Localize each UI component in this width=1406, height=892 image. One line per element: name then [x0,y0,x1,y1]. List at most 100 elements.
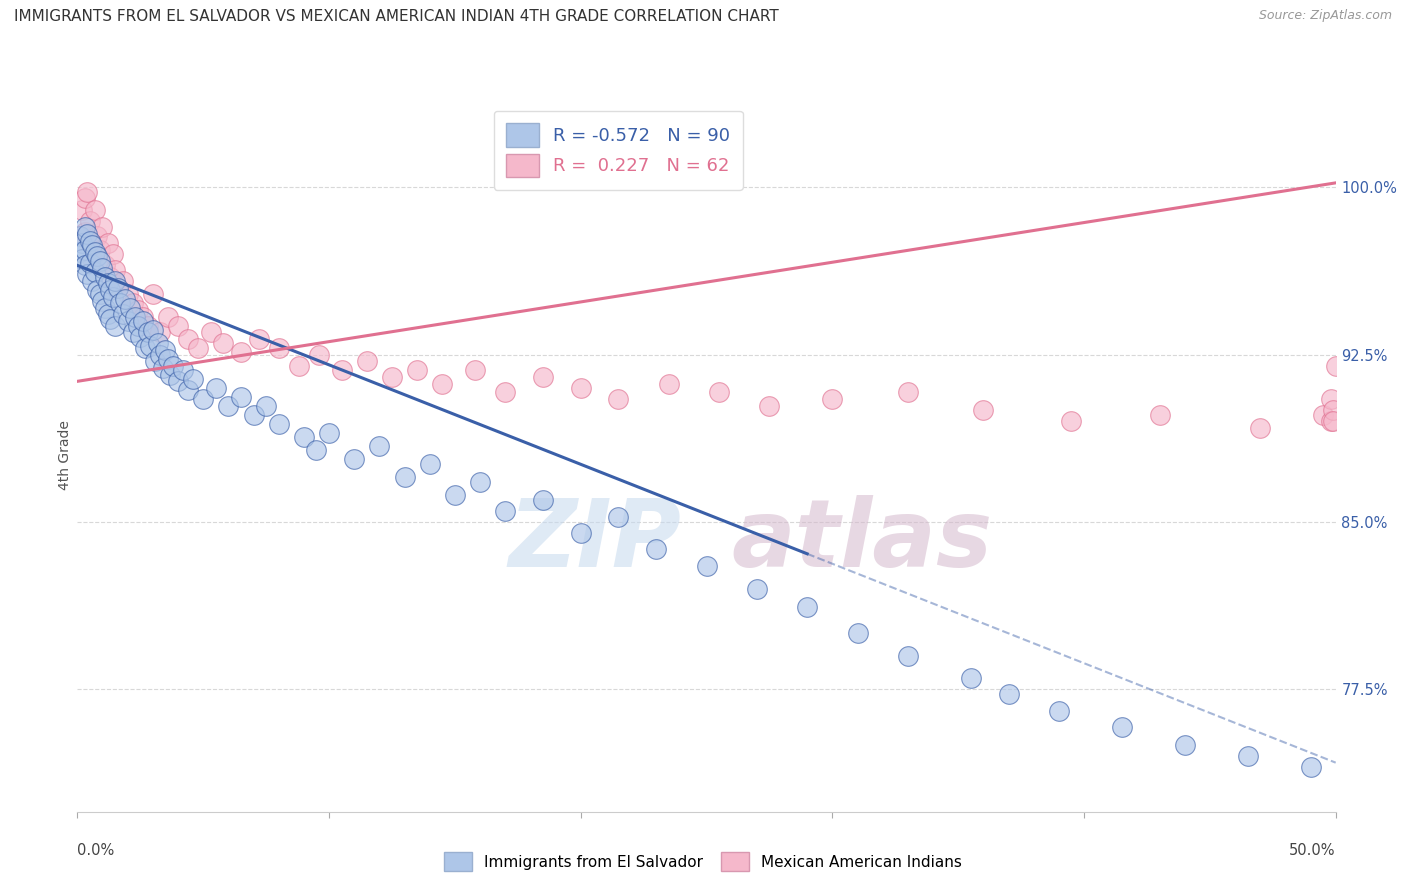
Point [96,308,118,322]
Point [569,526,592,541]
Point [127,318,149,333]
Point [149,325,172,339]
Point [111,274,134,288]
Point [1236,749,1258,764]
Point [129,330,152,344]
Point [897,385,920,400]
Point [72,202,94,217]
Point [191,392,215,407]
Point [94,301,117,315]
Point [117,314,139,328]
Point [86,229,108,244]
Point [200,325,222,339]
Point [292,430,315,444]
Point [72,252,94,266]
Point [267,417,290,431]
Point [1174,738,1197,752]
Point [212,336,235,351]
Point [69,229,91,244]
Point [181,372,204,386]
Point [89,254,111,268]
Point [156,352,179,367]
Point [356,354,378,368]
Point [84,202,107,217]
Point [1322,403,1344,417]
Point [79,213,101,227]
Point [288,359,311,373]
Point [972,403,994,417]
Point [343,452,366,467]
Point [98,312,121,326]
Point [1249,421,1271,435]
Point [1319,392,1341,407]
Point [82,238,104,252]
Point [305,443,328,458]
Point [114,292,136,306]
Point [432,376,454,391]
Point [1312,408,1334,422]
Point [167,375,190,389]
Point [187,341,209,355]
Point [96,277,118,291]
Point [745,582,768,596]
Point [444,488,467,502]
Point [94,269,117,284]
Y-axis label: 4th Grade: 4th Grade [58,420,72,490]
Point [1060,414,1083,429]
Point [658,376,681,391]
Point [136,325,159,339]
Point [149,348,172,362]
Point [159,368,181,382]
Point [101,290,124,304]
Point [104,318,127,333]
Point [107,281,129,295]
Point [406,363,429,377]
Point [821,392,844,407]
Point [468,475,491,489]
Point [79,256,101,270]
Legend: Immigrants from El Salvador, Mexican American Indians: Immigrants from El Salvador, Mexican Ame… [439,847,967,877]
Point [177,332,200,346]
Point [121,296,143,310]
Point [73,220,96,235]
Point [94,259,117,273]
Point [104,274,127,288]
Point [76,227,98,242]
Point [98,283,121,297]
Point [155,343,177,358]
Point [89,287,111,301]
Point [796,599,818,614]
Point [368,439,391,453]
Point [607,510,630,524]
Point [1047,705,1070,719]
Point [318,425,340,440]
Text: atlas: atlas [731,494,993,587]
Point [607,392,630,407]
Point [846,626,869,640]
Point [1324,359,1347,373]
Point [464,363,486,377]
Point [134,341,156,355]
Point [707,385,730,400]
Point [959,671,981,685]
Point [89,243,111,257]
Point [177,384,200,398]
Point [91,220,114,235]
Point [73,243,96,257]
Point [101,247,124,261]
Point [108,296,131,310]
Point [73,259,96,273]
Point [124,310,146,324]
Point [229,390,252,404]
Point [1319,414,1341,429]
Point [82,274,104,288]
Point [330,363,353,377]
Point [1111,720,1133,734]
Point [86,250,108,264]
Point [120,301,142,315]
Text: 0.0%: 0.0% [77,843,114,858]
Point [139,339,162,353]
Text: Source: ZipAtlas.com: Source: ZipAtlas.com [1258,9,1392,22]
Text: IMMIGRANTS FROM EL SALVADOR VS MEXICAN AMERICAN INDIAN 4TH GRADE CORRELATION CHA: IMMIGRANTS FROM EL SALVADOR VS MEXICAN A… [14,9,779,24]
Point [84,265,107,279]
